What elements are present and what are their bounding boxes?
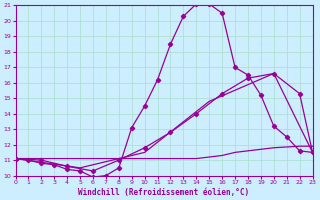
X-axis label: Windchill (Refroidissement éolien,°C): Windchill (Refroidissement éolien,°C) xyxy=(78,188,250,197)
